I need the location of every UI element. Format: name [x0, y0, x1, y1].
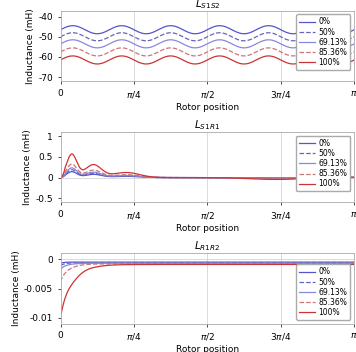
Title: $L_{S1R1}$: $L_{S1R1}$: [194, 118, 220, 132]
Y-axis label: Inductance (mH): Inductance (mH): [12, 251, 21, 326]
Legend: 0%, 50%, 69.13%, 85.36%, 100%: 0%, 50%, 69.13%, 85.36%, 100%: [296, 14, 350, 70]
X-axis label: Rotor position: Rotor position: [176, 345, 239, 352]
Title: $L_{R1R2}$: $L_{R1R2}$: [194, 239, 220, 253]
X-axis label: Rotor position: Rotor position: [176, 224, 239, 233]
Y-axis label: Inductance (mH): Inductance (mH): [23, 129, 32, 205]
X-axis label: Rotor position: Rotor position: [176, 102, 239, 112]
Legend: 0%, 50%, 69.13%, 85.36%, 100%: 0%, 50%, 69.13%, 85.36%, 100%: [296, 264, 350, 320]
Title: $L_{S1S2}$: $L_{S1S2}$: [195, 0, 220, 11]
Legend: 0%, 50%, 69.13%, 85.36%, 100%: 0%, 50%, 69.13%, 85.36%, 100%: [296, 136, 350, 191]
Y-axis label: Inductance (mH): Inductance (mH): [26, 8, 35, 84]
